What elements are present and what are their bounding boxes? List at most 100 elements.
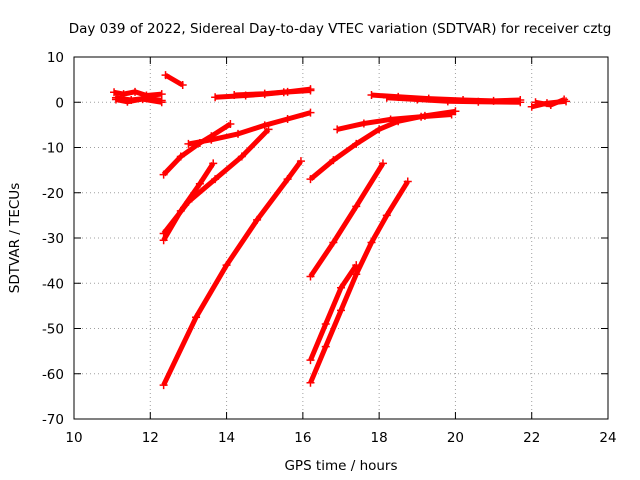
data-point [184,139,193,148]
x-tick-label: 16 [294,430,311,446]
data-point [337,306,345,315]
data-point [159,236,168,245]
data-point [253,215,262,224]
data-point [447,110,456,119]
y-tick-label: -40 [42,276,64,292]
y-tick-label: -60 [42,367,64,383]
data-point [296,157,305,166]
data-point [283,175,292,184]
data-point [375,125,384,134]
data-series-17 [308,180,410,384]
data-point [546,100,555,109]
data-point [386,115,395,124]
data-point [531,98,540,107]
x-tick-label: 24 [599,430,616,446]
data-series-6 [234,86,311,98]
data-point [337,283,345,292]
data-point [159,381,168,390]
data-point [142,94,151,103]
y-tick-label: 0 [55,95,64,111]
data-point [367,238,376,247]
data-point [321,342,330,351]
data-point [207,135,216,144]
data-point [321,319,330,328]
data-point [329,156,338,165]
data-point [226,119,235,128]
data-point [367,91,376,100]
data-point [560,95,569,104]
data-point [260,89,269,98]
data-point [159,229,168,238]
data-point [178,81,187,90]
data-series-16 [308,161,386,278]
data-point [195,179,204,188]
data-point [184,197,193,206]
x-tick-label: 10 [65,430,82,446]
x-tick-label: 14 [218,430,235,446]
data-point [443,97,452,106]
data-series-4 [164,72,184,88]
x-axis-label: GPS time / hours [284,458,397,474]
data-point [333,125,342,134]
grid-layer [74,57,608,419]
y-tick-label: -10 [42,141,64,157]
data-point [110,88,119,97]
data-point [111,93,120,102]
data-point [176,152,185,161]
data-point [237,152,246,161]
y-tick-label: 10 [47,50,64,66]
data-point [527,102,536,111]
x-tick-label: 18 [371,430,388,446]
data-point [352,270,361,279]
data-point [192,313,201,322]
x-tick-label: 22 [523,430,540,446]
data-point [209,159,218,168]
data-point [283,114,292,123]
y-tick-label: -50 [42,322,64,338]
data-point [283,87,292,96]
data-point [230,91,239,100]
x-tick-label: 20 [447,430,464,446]
data-point [264,125,273,134]
data-point [352,202,361,211]
data-point [131,87,140,96]
data-point [382,93,391,102]
data-point [260,121,269,130]
data-point [234,129,243,138]
data-point [211,175,220,184]
data-point [127,95,136,104]
data-point [352,139,361,148]
data-point [382,211,391,220]
data-point [222,261,231,270]
data-point [306,272,315,281]
data-point [306,356,315,365]
data-series-18 [308,263,359,362]
data-series-15 [161,159,303,387]
data-point [159,170,168,179]
data-point [157,96,166,105]
data-point [306,108,315,117]
y-tick-label: -30 [42,231,64,247]
y-tick-label: -70 [42,412,64,428]
data-series-3 [115,95,163,103]
chart-title: Day 039 of 2022, Sidereal Day-to-day VTE… [69,21,612,37]
data-point [306,378,315,387]
data-point [306,175,315,184]
data-point [403,177,412,186]
data-point [378,159,387,168]
y-axis-label: SDTVAR / TECUs [7,183,23,293]
y-tick-label: -20 [42,186,64,202]
data-point [413,95,422,104]
data-point [161,71,170,80]
data-point [352,261,361,270]
data-point [417,112,426,121]
data-series-12 [187,110,312,147]
data-point [474,97,483,106]
data-point [516,98,525,107]
data-point [329,238,338,247]
data-point [211,93,220,102]
data-point [306,85,315,94]
data-series-11 [161,121,232,177]
data-point [359,119,368,128]
